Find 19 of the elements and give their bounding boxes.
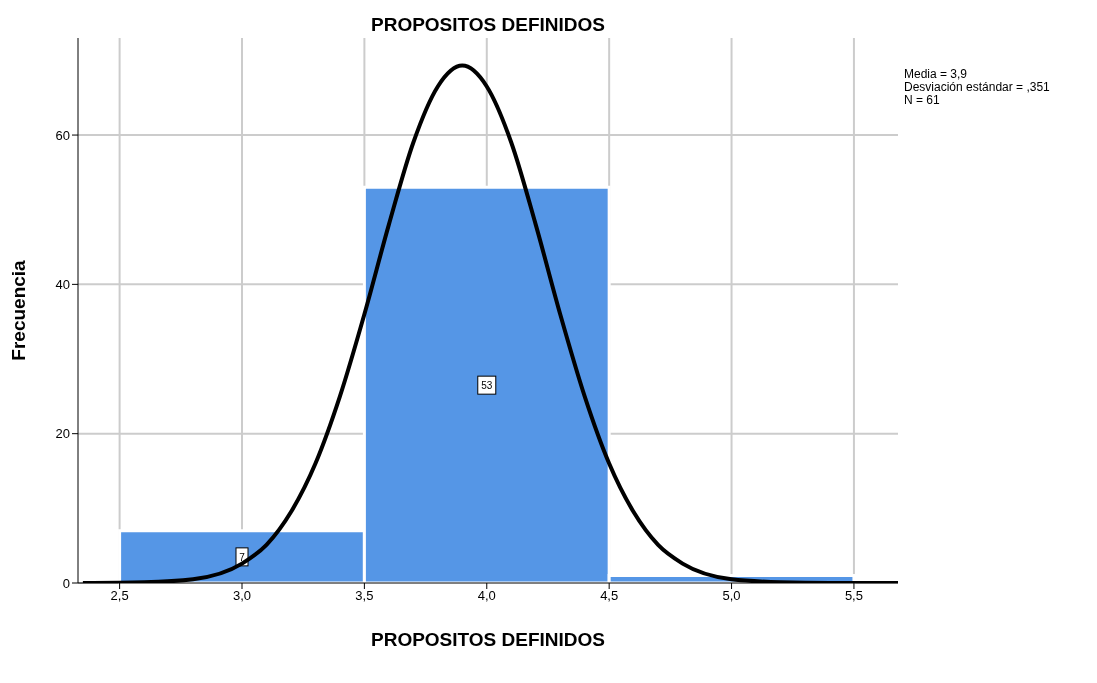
y-tick-label: 0 xyxy=(62,575,70,591)
x-tick-label: 3,5 xyxy=(355,588,374,604)
data-label: 53 xyxy=(481,380,493,392)
y-tick-label: 60 xyxy=(55,127,70,143)
text: Desviación estándar = ,351 xyxy=(904,80,1050,94)
x-axis-title: PROPOSITOS DEFINIDOS xyxy=(370,629,606,651)
x-tick-label: 3,0 xyxy=(232,588,252,604)
x-tick-label: 5,5 xyxy=(844,588,863,604)
y-tick-label: 20 xyxy=(55,426,70,442)
text: N = 61 xyxy=(904,93,941,107)
x-tick-label: 4,5 xyxy=(600,588,619,604)
chart-title: PROPOSITOS DEFINIDOS xyxy=(370,14,606,36)
x-tick-label: 2,5 xyxy=(110,588,129,604)
x-tick-label: 5,0 xyxy=(722,588,741,604)
data-label: 7 xyxy=(239,551,246,563)
text: Media = 3,9 xyxy=(904,67,969,81)
y-tick-label: 40 xyxy=(55,276,70,292)
x-tick-label: 4,0 xyxy=(477,588,496,604)
y-axis-title: Frecuencia xyxy=(7,259,29,361)
